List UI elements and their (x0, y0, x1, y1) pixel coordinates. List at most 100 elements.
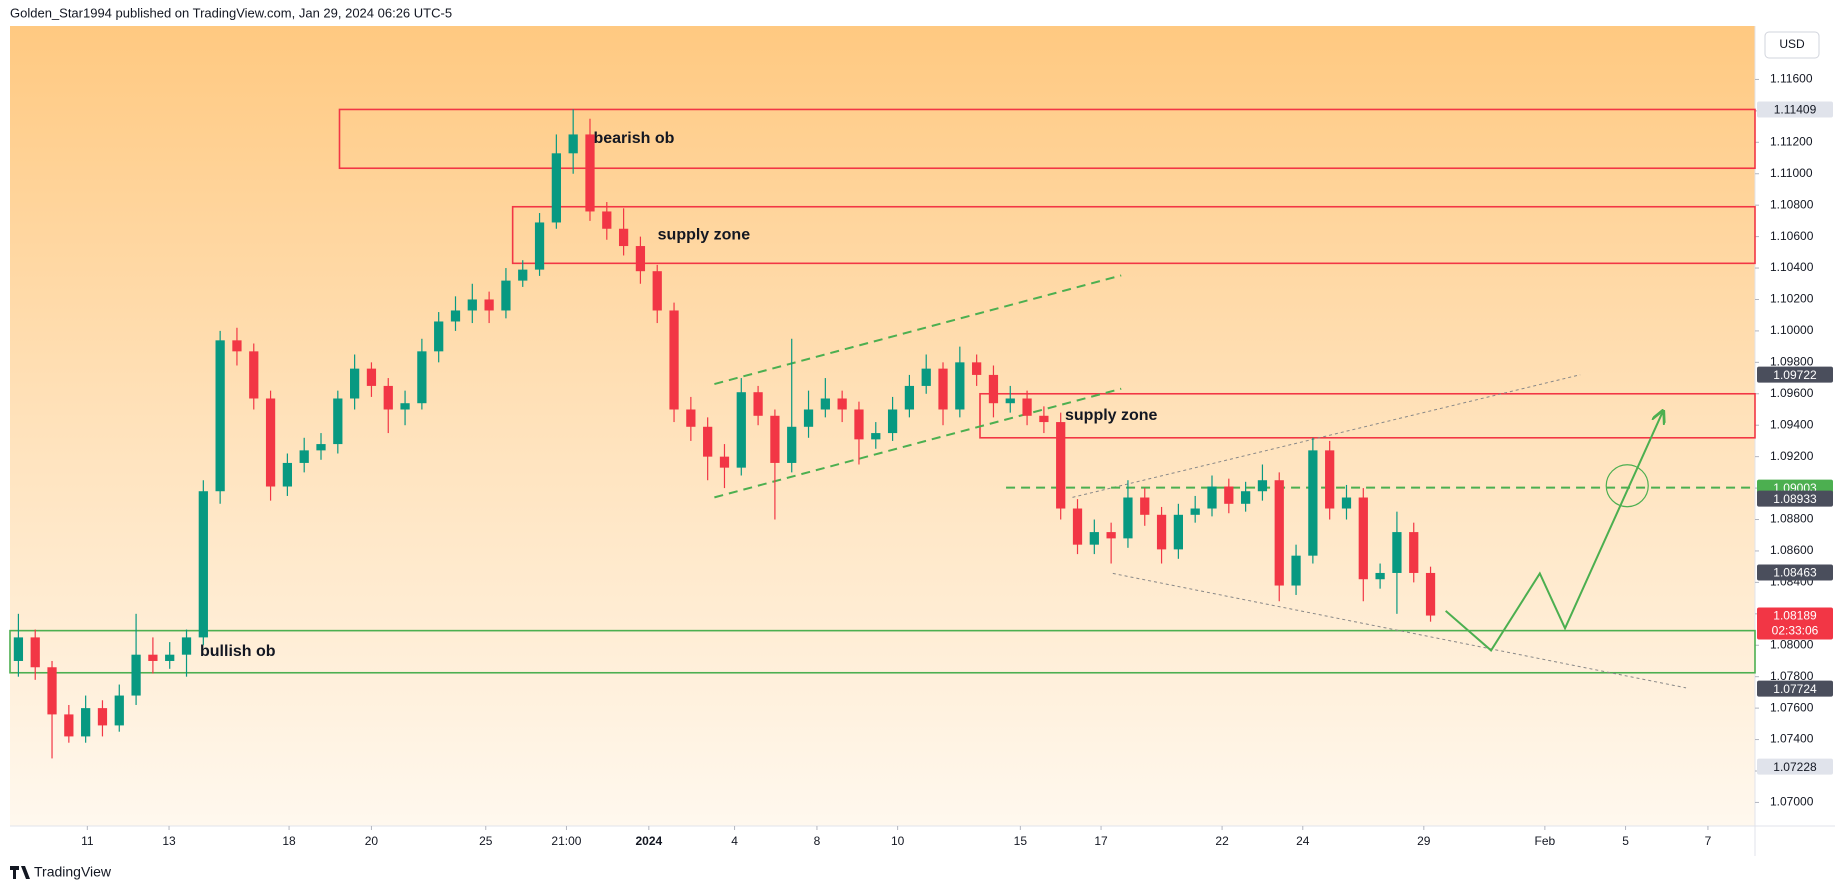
x-tick-label: 20 (365, 834, 379, 848)
candle-body (501, 280, 511, 311)
candle-body (602, 211, 612, 229)
candle-body (467, 299, 477, 311)
x-tick-label: 15 (1014, 834, 1028, 848)
candle-body (938, 368, 948, 410)
price-label-text: 1.09722 (1773, 368, 1817, 382)
candle-body (47, 667, 57, 715)
price-label-text: 1.08463 (1773, 566, 1817, 580)
zone (9, 629, 1756, 674)
zone (338, 108, 1756, 170)
price-label-text: 1.11409 (1774, 103, 1817, 117)
candle-body (148, 654, 158, 661)
x-tick-label: 13 (162, 834, 176, 848)
candle-body (719, 456, 730, 468)
candle-body (736, 392, 746, 468)
y-tick-label: 1.09600 (1770, 386, 1814, 400)
candle-body (1123, 497, 1133, 539)
y-tick-label: 1.11200 (1770, 134, 1813, 148)
candle-body (1056, 422, 1066, 509)
x-tick-label: 25 (479, 834, 493, 848)
y-tick-label: 1.07400 (1770, 732, 1814, 746)
candle-body (1425, 572, 1436, 616)
candle-body (1308, 450, 1318, 556)
drawing (714, 274, 1122, 386)
zone-label: bullish ob (200, 643, 276, 660)
candle-body (988, 374, 999, 404)
candle-body (265, 398, 276, 487)
y-tick-label: 1.11600 (1770, 72, 1813, 86)
candle-body (383, 385, 393, 410)
candle-body (703, 426, 713, 457)
y-tick-label: 1.10600 (1770, 229, 1814, 243)
x-tick-label: Feb (1535, 834, 1556, 848)
candle-body (972, 362, 982, 375)
currency[interactable]: USD (1779, 37, 1805, 51)
candle-body (1039, 415, 1049, 423)
x-tick-label: 17 (1094, 834, 1108, 848)
price-label (1757, 490, 1833, 507)
candle-body (232, 340, 242, 352)
candle-body (1358, 497, 1368, 580)
logo (10, 866, 30, 879)
candle-body (181, 637, 192, 655)
candle-body (686, 409, 696, 427)
currency-box[interactable] (1764, 31, 1820, 59)
y-tick-label: 1.09400 (1770, 417, 1814, 431)
x-tick-label: 29 (1417, 834, 1431, 848)
candle-body (81, 708, 91, 737)
price-label (1757, 564, 1833, 581)
candle-body (316, 444, 326, 451)
price-label (1757, 607, 1833, 640)
candle-body (618, 228, 629, 247)
candle-body (366, 368, 377, 386)
candle-body (215, 340, 225, 492)
price-label-text: 1.08933 (1773, 492, 1817, 506)
candle-body (1106, 532, 1116, 539)
countdown: 02:33:06 (1772, 624, 1819, 638)
candle-body (299, 450, 309, 463)
header: Golden_Star1994 published on TradingView… (10, 5, 452, 20)
candle-body (921, 368, 931, 386)
candle-body (1224, 486, 1234, 504)
y-tick-label: 1.10000 (1770, 323, 1814, 337)
y-tick-label: 1.10800 (1770, 197, 1814, 211)
zone-label: supply zone (658, 226, 751, 243)
zone (511, 205, 1756, 265)
y-tick-label: 1.09800 (1770, 355, 1814, 369)
target-circle (1605, 464, 1649, 508)
candle-body (1341, 497, 1352, 509)
candle-body (787, 426, 797, 463)
candle-body (1291, 555, 1301, 586)
price-label (1757, 758, 1833, 775)
candle-body (1375, 572, 1385, 580)
price-label (1757, 680, 1833, 697)
candle-body (1409, 532, 1419, 573)
candle-body (837, 398, 847, 410)
x-tick-label: 22 (1215, 834, 1229, 848)
y-tick-label: 1.07000 (1770, 795, 1814, 809)
x-tick-label: 5 (1622, 834, 1629, 848)
candle-body (249, 351, 259, 399)
candle-body (1140, 497, 1150, 515)
y-tick-label: 1.11000 (1770, 166, 1813, 180)
x-tick-label: 2024 (635, 834, 662, 848)
candle-body (1005, 398, 1015, 404)
candle-body (165, 654, 175, 661)
candle-body (753, 392, 763, 416)
footer: TradingView (34, 864, 112, 880)
candle-body (518, 269, 528, 281)
x-tick-label: 18 (282, 834, 296, 848)
candle-body (635, 246, 646, 272)
candle-body (1274, 480, 1284, 586)
price-label-text: 1.07228 (1773, 760, 1817, 774)
x-tick-label: 7 (1705, 834, 1712, 848)
candle-body (904, 385, 915, 410)
candle-body (669, 310, 679, 410)
candle-body (417, 351, 427, 404)
candle-body (803, 409, 814, 427)
candle-body (871, 433, 881, 440)
candle-body (1240, 491, 1251, 504)
candle-body (1089, 532, 1099, 545)
candle-body (770, 415, 780, 463)
x-tick-label: 11 (81, 834, 94, 848)
